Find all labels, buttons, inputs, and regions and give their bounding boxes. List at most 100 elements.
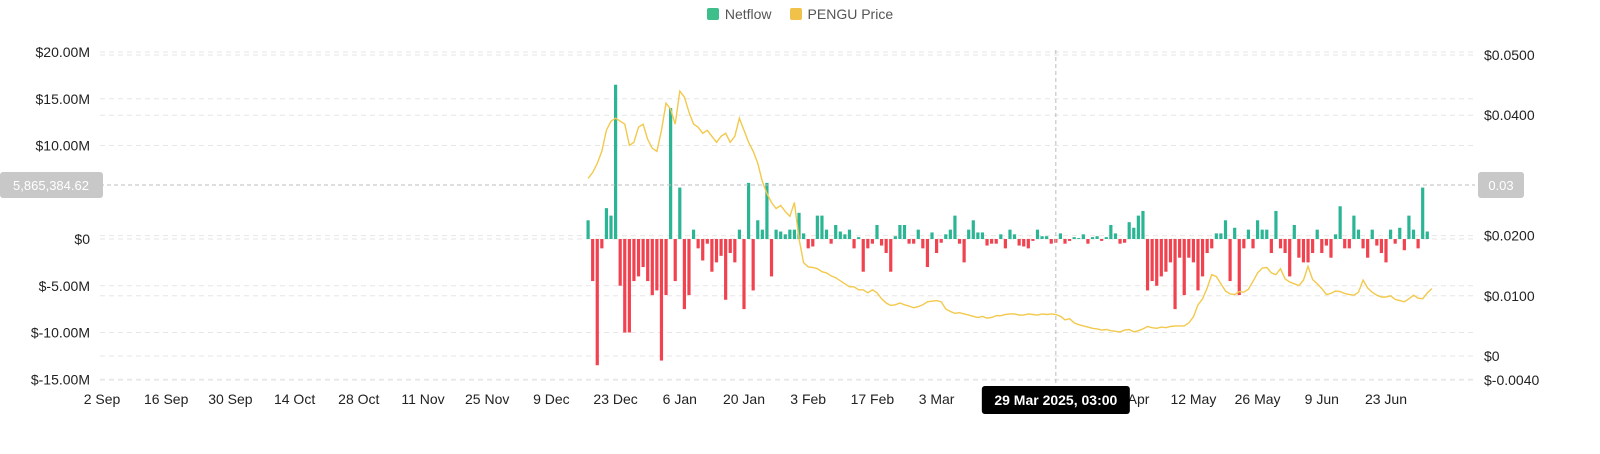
netflow-bar[interactable] (1370, 229, 1374, 239)
netflow-bar[interactable] (852, 239, 856, 249)
netflow-bar[interactable] (1416, 239, 1420, 249)
netflow-bar[interactable] (1246, 229, 1251, 239)
netflow-bar[interactable] (1347, 239, 1351, 249)
netflow-bar[interactable] (774, 229, 778, 239)
netflow-bar[interactable] (1017, 239, 1021, 246)
netflow-bar[interactable] (815, 215, 819, 239)
netflow-bar[interactable] (586, 220, 590, 239)
netflow-bar[interactable] (1155, 239, 1159, 286)
netflow-bar[interactable] (687, 239, 691, 296)
netflow-bar[interactable] (724, 239, 728, 300)
netflow-bar[interactable] (985, 239, 989, 246)
netflow-bar[interactable] (971, 220, 975, 239)
netflow-bar[interactable] (1187, 239, 1191, 258)
netflow-bar[interactable] (751, 239, 755, 291)
netflow-bar[interactable] (632, 239, 636, 282)
netflow-bar[interactable] (1205, 239, 1209, 254)
netflow-bar[interactable] (779, 231, 783, 239)
netflow-bar[interactable] (834, 224, 838, 239)
netflow-bar[interactable] (1320, 239, 1324, 254)
netflow-bar[interactable] (1003, 239, 1007, 249)
netflow-bar[interactable] (1388, 229, 1393, 239)
netflow-bar[interactable] (967, 229, 971, 239)
netflow-bar[interactable] (1219, 233, 1223, 239)
netflow-bar[interactable] (1292, 224, 1296, 239)
netflow-bar[interactable] (664, 239, 668, 296)
netflow-bar[interactable] (1301, 239, 1306, 263)
netflow-bar[interactable] (1123, 239, 1127, 243)
netflow-bar[interactable] (1109, 224, 1113, 239)
netflow-bar[interactable] (1159, 239, 1163, 277)
price-line[interactable] (587, 89, 1433, 333)
netflow-bar[interactable] (1063, 239, 1067, 244)
netflow-bar[interactable] (1058, 233, 1063, 239)
netflow-bar[interactable] (1077, 238, 1081, 240)
netflow-bar[interactable] (802, 233, 806, 239)
netflow-bar[interactable] (728, 239, 732, 254)
netflow-bar[interactable] (1228, 239, 1232, 282)
netflow-bar[interactable] (944, 234, 948, 239)
netflow-bar[interactable] (783, 234, 787, 239)
netflow-bar[interactable] (1329, 239, 1333, 258)
netflow-bar[interactable] (898, 224, 902, 239)
netflow-bar[interactable] (710, 239, 714, 272)
netflow-bar[interactable] (788, 229, 792, 239)
netflow-bar[interactable] (737, 229, 742, 239)
netflow-bar[interactable] (1411, 229, 1416, 239)
netflow-bar[interactable] (646, 239, 650, 282)
netflow-bar[interactable] (1402, 239, 1406, 251)
netflow-bar[interactable] (636, 239, 641, 277)
netflow-bar[interactable] (907, 239, 911, 244)
netflow-bar[interactable] (935, 239, 939, 254)
netflow-bar[interactable] (1361, 239, 1365, 249)
netflow-bar[interactable] (925, 239, 930, 268)
netflow-bar[interactable] (1136, 215, 1140, 239)
netflow-bar[interactable] (1045, 236, 1049, 239)
netflow-bar[interactable] (1150, 239, 1154, 282)
netflow-bar[interactable] (1145, 239, 1150, 291)
netflow-bar[interactable] (1260, 229, 1264, 239)
netflow-bar[interactable] (1191, 239, 1195, 263)
netflow-bar[interactable] (1104, 237, 1108, 239)
netflow-bar[interactable] (884, 239, 888, 254)
netflow-bar[interactable] (811, 239, 815, 247)
netflow-bar[interactable] (1242, 239, 1246, 249)
netflow-bar[interactable] (623, 239, 627, 333)
netflow-bar[interactable] (1067, 239, 1072, 241)
netflow-bar[interactable] (1306, 239, 1310, 263)
netflow-bar[interactable] (916, 229, 920, 239)
netflow-bar[interactable] (1407, 215, 1411, 239)
netflow-bar[interactable] (1421, 187, 1425, 239)
legend-item-netflow[interactable]: Netflow (706, 6, 772, 22)
netflow-bar[interactable] (875, 224, 879, 239)
netflow-bar[interactable] (627, 239, 631, 333)
netflow-bar[interactable] (1356, 229, 1361, 239)
netflow-bar[interactable] (1132, 227, 1136, 239)
netflow-bar[interactable] (618, 239, 622, 286)
netflow-bar[interactable] (939, 239, 943, 243)
netflow-bar[interactable] (1324, 239, 1328, 246)
netflow-bar[interactable] (641, 239, 645, 268)
netflow-bar[interactable] (1393, 239, 1397, 244)
legend-item-price[interactable]: PENGU Price (789, 6, 893, 22)
netflow-bar[interactable] (1182, 239, 1186, 296)
netflow-bar[interactable] (930, 232, 934, 239)
netflow-bar[interactable] (1164, 239, 1168, 272)
netflow-bar[interactable] (1288, 239, 1292, 277)
netflow-bar[interactable] (1072, 237, 1076, 239)
netflow-bar[interactable] (1214, 233, 1218, 239)
netflow-bar[interactable] (733, 239, 737, 263)
netflow-bar[interactable] (719, 239, 723, 256)
netflow-bar[interactable] (820, 215, 824, 239)
netflow-bar[interactable] (746, 182, 751, 239)
netflow-bar[interactable] (1338, 206, 1342, 239)
netflow-bar[interactable] (866, 239, 870, 249)
netflow-bar[interactable] (1333, 234, 1338, 239)
netflow-bar[interactable] (1366, 239, 1370, 258)
netflow-bar[interactable] (1425, 231, 1429, 239)
netflow-bar[interactable] (1127, 222, 1131, 239)
netflow-bar[interactable] (870, 239, 874, 244)
netflow-bar[interactable] (1200, 239, 1205, 277)
